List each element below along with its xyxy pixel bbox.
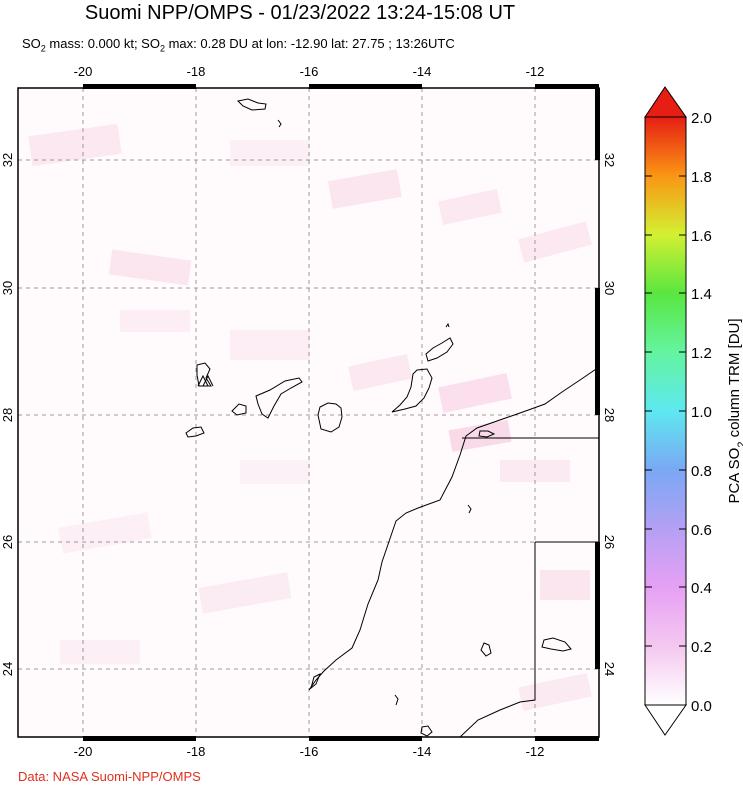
colorbar-label: PCA SO2 column TRM [DU] — [726, 318, 743, 503]
colorbar-tick: 1.0 — [691, 404, 712, 421]
svg-text:-14: -14 — [413, 64, 432, 79]
islet-small-south — [394, 694, 399, 706]
colorbar-tick: 1.4 — [691, 286, 712, 303]
la-gomera-island — [231, 403, 247, 416]
colorbar-tick: 0.2 — [691, 639, 712, 656]
fuerteventura-island — [391, 368, 433, 413]
so2-swath-overlay — [28, 123, 592, 712]
african-coast — [308, 366, 599, 691]
svg-text:-18: -18 — [187, 744, 206, 759]
colorbar-min-triangle — [644, 704, 687, 736]
volcano-marker-1 — [197, 374, 209, 387]
colorbar-tick: 0.8 — [691, 463, 712, 480]
svg-text:26: 26 — [0, 535, 15, 549]
coastlines — [185, 98, 599, 737]
islet-southwest — [310, 672, 321, 690]
svg-text:-18: -18 — [187, 64, 206, 79]
colorbar-tick: 2.0 — [691, 110, 712, 127]
el-hierro-island — [185, 426, 205, 438]
svg-text:28: 28 — [0, 408, 15, 422]
svg-text:32: 32 — [0, 153, 15, 167]
svg-text:30: 30 — [602, 281, 617, 295]
svg-text:-16: -16 — [300, 64, 319, 79]
porto-santo-island — [277, 119, 282, 128]
map-panel — [17, 84, 600, 741]
madeira-island — [236, 98, 267, 111]
gran-canaria-island — [317, 402, 343, 433]
frame-ticks — [83, 84, 600, 741]
svg-text:-12: -12 — [526, 744, 545, 759]
svg-text:26: 26 — [602, 535, 617, 549]
lat-tick-labels-right: 32 30 28 26 24 — [602, 153, 617, 676]
lon-tick-labels-top: -20 -18 -16 -14 -12 — [74, 64, 545, 79]
svg-text:24: 24 — [602, 662, 617, 676]
lon-tick-labels-bottom: -20 -18 -16 -14 -12 — [74, 744, 545, 759]
map-title: Suomi NPP/OMPS - 01/23/2022 13:24-15:08 … — [84, 2, 516, 24]
colorbar: 2.0 1.8 1.6 1.4 1.2 1.0 0.8 0.6 0.4 0.2 … — [644, 86, 743, 736]
svg-text:-12: -12 — [526, 64, 545, 79]
colorbar-tick: 1.6 — [691, 228, 712, 245]
lanzarote-island — [425, 337, 454, 362]
tenerife-island — [255, 377, 303, 419]
colorbar-tick: 0.4 — [691, 580, 712, 597]
colorbar-max-triangle — [644, 86, 687, 118]
colorbar-tick: 1.8 — [691, 169, 712, 186]
svg-text:30: 30 — [0, 281, 15, 295]
islet-se — [420, 725, 433, 737]
coastal-islet-a — [478, 430, 496, 438]
colorbar-tick: 0.0 — [691, 698, 712, 715]
la-palma-island — [196, 362, 212, 387]
svg-text:28: 28 — [602, 408, 617, 422]
islet-south — [541, 637, 572, 652]
svg-text:32: 32 — [602, 153, 617, 167]
cape-verde-islet — [480, 642, 492, 657]
map-subtitle: SO2 mass: 0.000 kt; SO2 max: 0.28 DU at … — [22, 36, 455, 54]
lat-tick-labels-left: 32 30 28 26 24 — [0, 153, 15, 676]
islet-north — [445, 322, 450, 328]
data-credit: Data: NASA Suomi-NPP/OMPS — [18, 769, 201, 784]
graticule — [18, 88, 599, 737]
svg-text:-16: -16 — [300, 744, 319, 759]
svg-text:-20: -20 — [74, 64, 93, 79]
colorbar-tick: 1.2 — [691, 345, 712, 362]
volcano-marker-2 — [202, 374, 214, 387]
svg-text:-20: -20 — [74, 744, 93, 759]
svg-text:24: 24 — [0, 662, 15, 676]
colorbar-tick: 0.6 — [691, 522, 712, 539]
mauritania-border — [459, 541, 599, 737]
coastal-islet-b — [467, 504, 472, 514]
svg-text:-14: -14 — [413, 744, 432, 759]
